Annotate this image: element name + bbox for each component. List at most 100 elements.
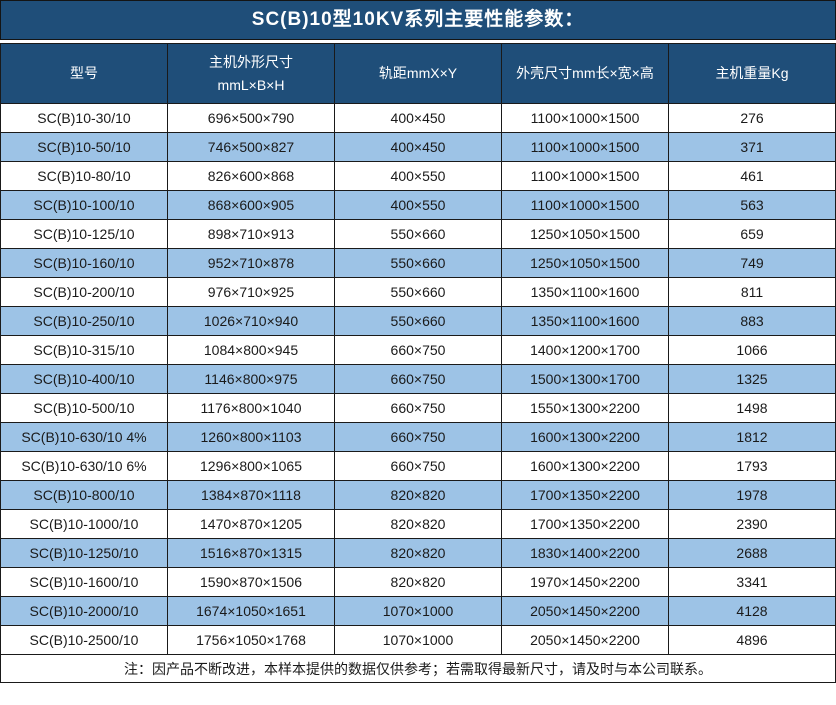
cell-enclosure-size: 1830×1400×2200 xyxy=(501,538,669,568)
table-row: SC(B)10-630/10 6% 1296×800×1065 660×750 160… xyxy=(0,451,836,481)
cell-model: SC(B)10-800/10 xyxy=(0,480,168,510)
cell-rail-gauge: 660×750 xyxy=(334,393,502,423)
cell-enclosure-size: 1100×1000×1500 xyxy=(501,190,669,220)
cell-rail-gauge: 660×750 xyxy=(334,335,502,365)
cell-host-weight: 749 xyxy=(668,248,836,278)
spec-table-foot: 注：因产品不断改进，本样本提供的数据仅供参考；若需取得最新尺寸，请及时与本公司联… xyxy=(0,654,836,683)
cell-enclosure-size: 1700×1350×2200 xyxy=(501,509,669,539)
cell-host-dimensions: 826×600×868 xyxy=(167,161,335,191)
cell-host-weight: 1812 xyxy=(668,422,836,452)
cell-host-weight: 2688 xyxy=(668,538,836,568)
table-row: SC(B)10-630/10 4% 1260×800×1103 660×750 160… xyxy=(0,422,836,452)
cell-rail-gauge: 400×550 xyxy=(334,161,502,191)
cell-host-weight: 371 xyxy=(668,132,836,162)
cell-enclosure-size: 1700×1350×2200 xyxy=(501,480,669,510)
cell-host-dimensions: 1470×870×1205 xyxy=(167,509,335,539)
cell-model: SC(B)10-30/10 xyxy=(0,103,168,133)
cell-rail-gauge: 400×450 xyxy=(334,132,502,162)
table-row: SC(B)10-2500/10 1756×1050×1768 1070×1000 20… xyxy=(0,625,836,655)
cell-rail-gauge: 550×660 xyxy=(334,306,502,336)
cell-host-dimensions: 696×500×790 xyxy=(167,103,335,133)
footnote: 注：因产品不断改进，本样本提供的数据仅供参考；若需取得最新尺寸，请及时与本公司联… xyxy=(0,654,836,683)
table-row: SC(B)10-30/10 696×500×790 400×450 1100×1000… xyxy=(0,103,836,133)
cell-host-dimensions: 1384×870×1118 xyxy=(167,480,335,510)
cell-rail-gauge: 1070×1000 xyxy=(334,625,502,655)
cell-host-weight: 1325 xyxy=(668,364,836,394)
cell-host-weight: 811 xyxy=(668,277,836,307)
cell-rail-gauge: 400×550 xyxy=(334,190,502,220)
cell-model: SC(B)10-100/10 xyxy=(0,190,168,220)
cell-enclosure-size: 1250×1050×1500 xyxy=(501,248,669,278)
footnote-row: 注：因产品不断改进，本样本提供的数据仅供参考；若需取得最新尺寸，请及时与本公司联… xyxy=(0,654,836,683)
table-row: SC(B)10-500/10 1176×800×1040 660×750 1550×1… xyxy=(0,393,836,423)
spec-table-head: 型号 主机外形尺寸 mmL×B×H 轨距mmX×Y 外壳尺寸mm长×宽×高 主机重量Kg xyxy=(0,43,836,104)
cell-enclosure-size: 1970×1450×2200 xyxy=(501,567,669,597)
spec-table-body: SC(B)10-30/10 696×500×790 400×450 1100×1000… xyxy=(0,103,836,655)
cell-model: SC(B)10-400/10 xyxy=(0,364,168,394)
table-row: SC(B)10-2000/10 1674×1050×1651 1070×1000 20… xyxy=(0,596,836,626)
cell-host-dimensions: 1026×710×940 xyxy=(167,306,335,336)
col-header-host-dimensions: 主机外形尺寸 mmL×B×H xyxy=(167,43,335,104)
cell-rail-gauge: 820×820 xyxy=(334,538,502,568)
col-header-rail-gauge: 轨距mmX×Y xyxy=(334,43,502,104)
cell-rail-gauge: 550×660 xyxy=(334,248,502,278)
cell-host-weight: 659 xyxy=(668,219,836,249)
cell-model: SC(B)10-500/10 xyxy=(0,393,168,423)
cell-enclosure-size: 1100×1000×1500 xyxy=(501,161,669,191)
cell-host-weight: 1498 xyxy=(668,393,836,423)
cell-host-dimensions: 1084×800×945 xyxy=(167,335,335,365)
cell-host-weight: 461 xyxy=(668,161,836,191)
table-row: SC(B)10-1000/10 1470×870×1205 820×820 1700×… xyxy=(0,509,836,539)
table-row: SC(B)10-125/10 898×710×913 550×660 1250×105… xyxy=(0,219,836,249)
cell-enclosure-size: 1100×1000×1500 xyxy=(501,103,669,133)
cell-host-weight: 2390 xyxy=(668,509,836,539)
cell-model: SC(B)10-2000/10 xyxy=(0,596,168,626)
cell-host-weight: 276 xyxy=(668,103,836,133)
cell-rail-gauge: 820×820 xyxy=(334,567,502,597)
cell-host-dimensions: 746×500×827 xyxy=(167,132,335,162)
cell-enclosure-size: 1550×1300×2200 xyxy=(501,393,669,423)
col-header-model: 型号 xyxy=(0,43,168,104)
cell-host-dimensions: 898×710×913 xyxy=(167,219,335,249)
cell-model: SC(B)10-50/10 xyxy=(0,132,168,162)
table-row: SC(B)10-100/10 868×600×905 400×550 1100×100… xyxy=(0,190,836,220)
cell-enclosure-size: 1600×1300×2200 xyxy=(501,422,669,452)
cell-host-dimensions: 1674×1050×1651 xyxy=(167,596,335,626)
cell-model: SC(B)10-2500/10 xyxy=(0,625,168,655)
cell-host-weight: 563 xyxy=(668,190,836,220)
col-header-host-weight: 主机重量Kg xyxy=(668,43,836,104)
cell-host-weight: 883 xyxy=(668,306,836,336)
cell-model: SC(B)10-250/10 xyxy=(0,306,168,336)
cell-host-weight: 1978 xyxy=(668,480,836,510)
cell-rail-gauge: 660×750 xyxy=(334,451,502,481)
table-row: SC(B)10-400/10 1146×800×975 660×750 1500×13… xyxy=(0,364,836,394)
cell-host-dimensions: 1146×800×975 xyxy=(167,364,335,394)
table-row: SC(B)10-250/10 1026×710×940 550×660 1350×11… xyxy=(0,306,836,336)
cell-model: SC(B)10-315/10 xyxy=(0,335,168,365)
table-row: SC(B)10-1600/10 1590×870×1506 820×820 1970×… xyxy=(0,567,836,597)
table-row: SC(B)10-315/10 1084×800×945 660×750 1400×12… xyxy=(0,335,836,365)
table-row: SC(B)10-200/10 976×710×925 550×660 1350×110… xyxy=(0,277,836,307)
cell-host-weight: 3341 xyxy=(668,567,836,597)
cell-model: SC(B)10-125/10 xyxy=(0,219,168,249)
cell-enclosure-size: 1350×1100×1600 xyxy=(501,306,669,336)
cell-host-dimensions: 1296×800×1065 xyxy=(167,451,335,481)
cell-enclosure-size: 1350×1100×1600 xyxy=(501,277,669,307)
cell-rail-gauge: 1070×1000 xyxy=(334,596,502,626)
cell-model: SC(B)10-1600/10 xyxy=(0,567,168,597)
cell-host-dimensions: 1590×870×1506 xyxy=(167,567,335,597)
cell-model: SC(B)10-160/10 xyxy=(0,248,168,278)
cell-enclosure-size: 1500×1300×1700 xyxy=(501,364,669,394)
cell-rail-gauge: 550×660 xyxy=(334,277,502,307)
table-row: SC(B)10-80/10 826×600×868 400×550 1100×1000… xyxy=(0,161,836,191)
cell-model: SC(B)10-80/10 xyxy=(0,161,168,191)
cell-host-dimensions: 952×710×878 xyxy=(167,248,335,278)
cell-host-weight: 1793 xyxy=(668,451,836,481)
cell-host-dimensions: 976×710×925 xyxy=(167,277,335,307)
table-row: SC(B)10-1250/10 1516×870×1315 820×820 1830×… xyxy=(0,538,836,568)
cell-model: SC(B)10-200/10 xyxy=(0,277,168,307)
cell-host-dimensions: 1176×800×1040 xyxy=(167,393,335,423)
cell-host-weight: 4896 xyxy=(668,625,836,655)
cell-rail-gauge: 400×450 xyxy=(334,103,502,133)
